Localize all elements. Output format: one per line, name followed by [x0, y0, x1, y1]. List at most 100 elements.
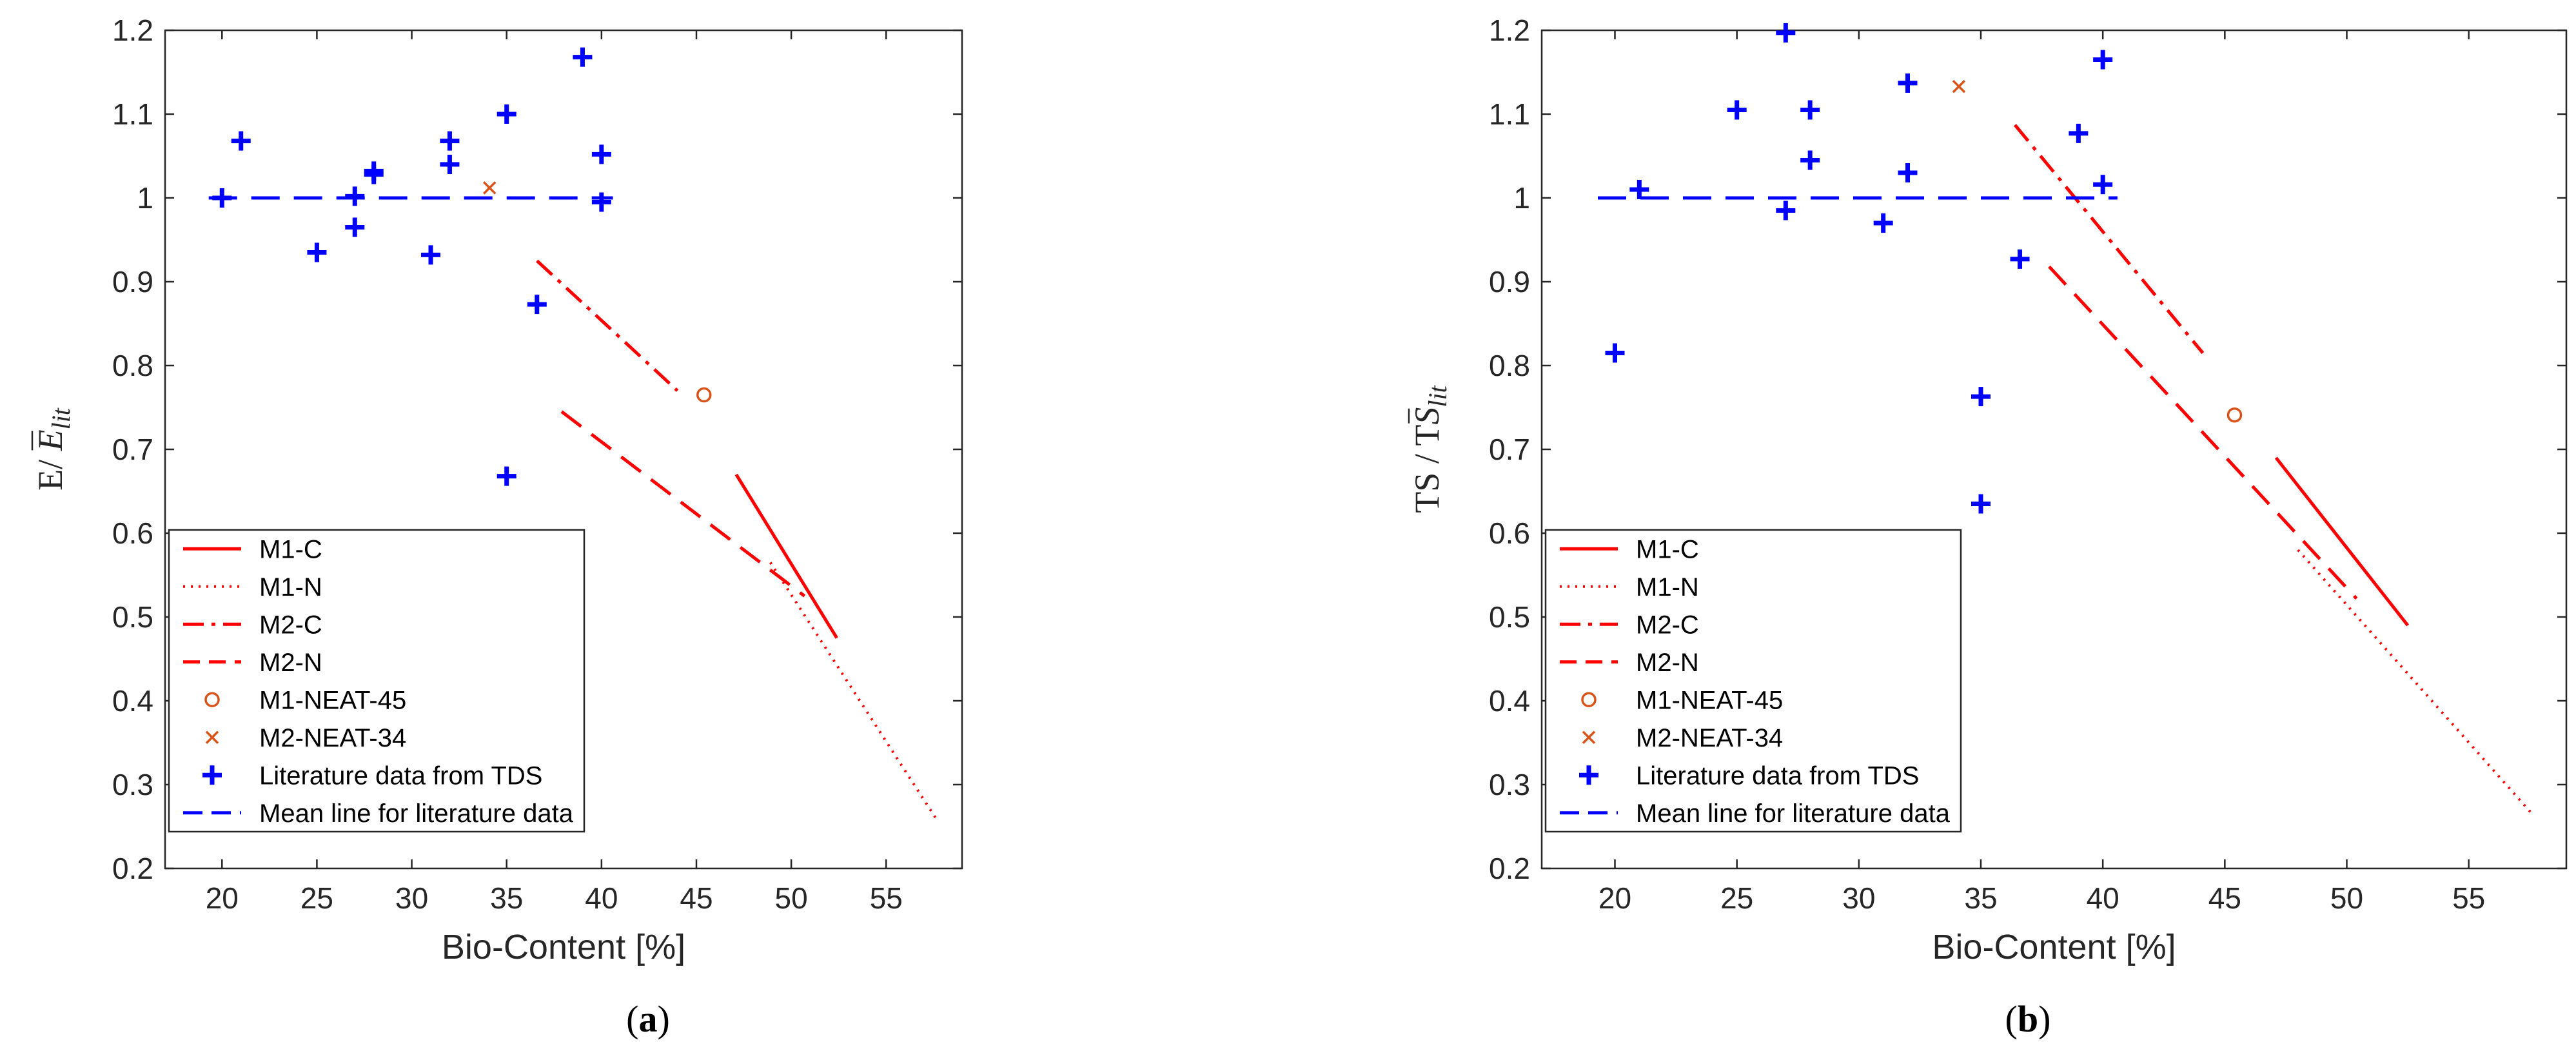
data-point	[364, 161, 384, 181]
legend-label: M2-C	[259, 611, 322, 639]
y-tick-label: 1.2	[112, 14, 153, 47]
legend-label: M2-NEAT-34	[259, 724, 406, 752]
y-tick-label: 0.8	[112, 349, 153, 382]
legend-swatch	[205, 730, 219, 744]
x-tick-label: 25	[1720, 881, 1753, 915]
x-tick-label: 55	[870, 881, 903, 915]
legend-box-a	[168, 529, 585, 833]
data-point	[1873, 213, 1893, 233]
data-point	[1727, 100, 1747, 120]
legend-swatch	[202, 765, 222, 785]
data-point	[2093, 50, 2113, 70]
data-point	[497, 104, 516, 124]
legend-entry-m1-n: M1-N	[183, 573, 322, 602]
data-point	[1605, 343, 1625, 363]
data-point	[2227, 407, 2243, 423]
data-point	[1898, 73, 1918, 93]
legend-b: M1-C M1-N M2-C M2-N M1-NEAT-45 M2-NEAT-34 Lite…	[1544, 529, 1962, 833]
legend-label: M1-N	[259, 573, 322, 602]
data-point	[1776, 201, 1796, 220]
data-point	[591, 192, 611, 212]
series-m2-n-b	[2048, 265, 2358, 600]
legend-entry-m2-n: M2-N	[1560, 649, 1699, 677]
x-tick-label: 40	[585, 881, 618, 915]
legend-entry-literature-data-from-tds: Literature data from TDS	[202, 761, 542, 790]
y-tick-label: 0.4	[1489, 684, 1530, 718]
legend-swatch	[1581, 692, 1597, 707]
data-point	[1971, 494, 1991, 514]
data-point	[1776, 23, 1796, 43]
legend-label: M1-C	[1636, 535, 1699, 563]
x-tick-label: 20	[1598, 881, 1631, 915]
y-tick-label: 0.8	[1489, 349, 1530, 382]
series-literature-data-from-tds-b	[1605, 23, 2113, 514]
x-tick-label: 25	[300, 881, 333, 915]
y-tick-label: 0.6	[1489, 516, 1530, 550]
axis-ticks-a: 20 25 30 35 40 45 50 55 0.2 0.3 0.4 0.5 0.6 0.7 0.8 0.9…	[112, 14, 962, 915]
data-point	[440, 155, 460, 174]
y-tick-label: 0.7	[1489, 433, 1530, 466]
y-axis-label-b: TS / TSlit	[1408, 385, 1452, 513]
legend-entry-m1-c: M1-C	[183, 535, 322, 563]
data-point	[345, 186, 365, 206]
series-m1-neat-45-b	[2227, 407, 2243, 423]
legend-entry-mean-line-for-literature-data: Mean line for literature data	[183, 799, 574, 828]
legend-entry-mean-line-for-literature-data: Mean line for literature data	[1560, 799, 1951, 828]
data-point	[421, 245, 440, 265]
panel-caption-a: (a)	[626, 998, 670, 1040]
legend-label: Literature data from TDS	[259, 761, 542, 790]
x-tick-label: 45	[2208, 881, 2241, 915]
data-point	[482, 181, 497, 195]
axis-ticks-b: 20 25 30 35 40 45 50 55 0.2 0.3 0.4 0.5 0.6 0.7 0.8 0.9…	[1489, 14, 2566, 915]
y-tick-label: 0.5	[112, 600, 153, 634]
y-tick-label: 0.5	[1489, 600, 1530, 634]
data-point	[440, 131, 460, 151]
data-point	[1952, 79, 1966, 93]
legend-label: M1-NEAT-45	[259, 686, 406, 714]
legend-entry-m2-c: M2-C	[183, 611, 322, 639]
x-tick-label: 30	[395, 881, 428, 915]
x-tick-label: 55	[2452, 881, 2485, 915]
data-point	[497, 466, 516, 486]
legend-label: M2-C	[1636, 611, 1699, 639]
x-tick-label: 45	[680, 881, 713, 915]
legend-entry-m1-n: M1-N	[1560, 573, 1699, 602]
x-tick-label: 50	[2330, 881, 2363, 915]
data-point	[1800, 150, 1820, 170]
x-tick-label: 50	[775, 881, 808, 915]
y-tick-label: 1	[1513, 181, 1530, 215]
legend-label: M2-N	[259, 649, 322, 677]
x-tick-label: 40	[2087, 881, 2119, 915]
legend-label: M1-C	[259, 535, 322, 563]
series-m2-c-a	[536, 259, 679, 392]
panel-a: 20 25 30 35 40 45 50 55 0.2 0.3 0.4 0.5 0.6 0.7 0.8 0.9…	[31, 14, 963, 1040]
panel-caption-b: (b)	[2005, 998, 2051, 1040]
y-tick-label: 0.9	[112, 265, 153, 298]
series-m2-neat-34-b	[1952, 79, 1966, 93]
legend-entry-m2-c: M2-C	[1560, 611, 1699, 639]
y-tick-label: 0.7	[112, 433, 153, 466]
y-tick-label: 0.4	[112, 684, 153, 718]
y-tick-label: 0.3	[1489, 768, 1530, 801]
series-m1-neat-45-a	[696, 387, 712, 403]
data-point	[696, 387, 712, 403]
data-point	[1629, 180, 1649, 199]
legend-a: M1-C M1-N M2-C M2-N M1-NEAT-45 M2-NEAT-34 Lite…	[168, 529, 585, 833]
legend-label: Mean line for literature data	[259, 799, 574, 828]
series-m2-c-b	[2014, 124, 2205, 355]
series-group-b	[1598, 23, 2533, 815]
x-tick-label: 35	[490, 881, 523, 915]
legend-swatch	[1579, 765, 1598, 785]
x-tick-label: 30	[1842, 881, 1875, 915]
legend-label: Literature data from TDS	[1636, 761, 1919, 790]
legend-items-a: M1-C M1-N M2-C M2-N M1-NEAT-45 M2-NEAT-34 Lite…	[183, 535, 574, 828]
legend-box-b	[1544, 529, 1962, 833]
legend-label: M2-NEAT-34	[1636, 724, 1783, 752]
legend-entry-m2-n: M2-N	[183, 649, 322, 677]
legend-label: M1-N	[1636, 573, 1699, 602]
data-point	[2010, 249, 2030, 269]
legend-entry-m1-c: M1-C	[1560, 535, 1699, 563]
data-point	[345, 217, 365, 237]
legend-label: M1-NEAT-45	[1636, 686, 1783, 714]
